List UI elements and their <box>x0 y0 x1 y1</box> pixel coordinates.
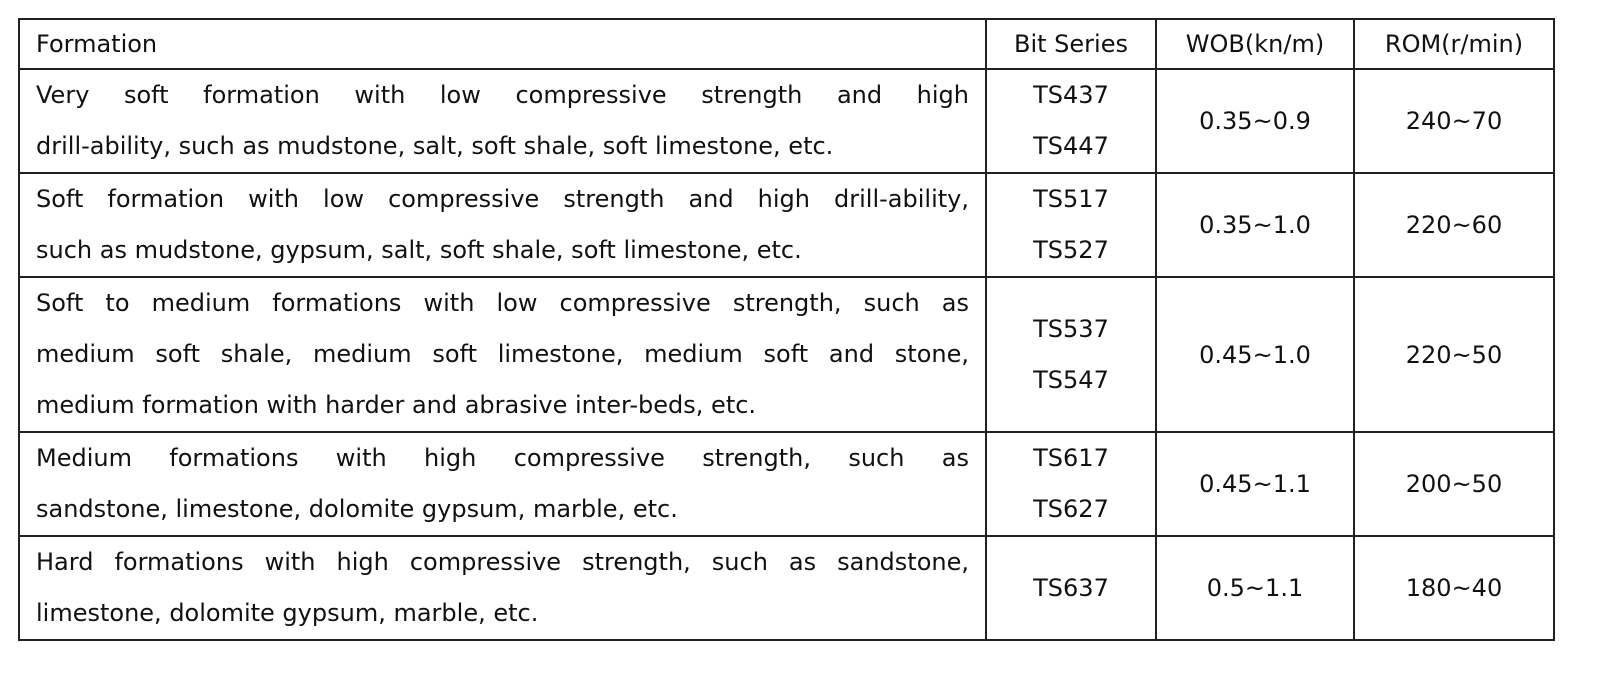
formation-cell: Very soft formation with low compressive… <box>18 68 987 174</box>
formation-line: Soft formation with low compressive stre… <box>36 185 969 213</box>
wob-cell: 0.5~1.1 <box>1155 535 1355 641</box>
formation-line: Very soft formation with low compressive… <box>36 81 969 109</box>
rom-cell: 200~50 <box>1353 431 1555 537</box>
header-cell: WOB(kn/m) <box>1155 18 1355 70</box>
bit-series: TS537 <box>1033 314 1109 343</box>
bit-series: TS627 <box>1033 495 1109 523</box>
formation-cell: Medium formations with high compressive … <box>18 431 987 537</box>
wob-cell: 0.35~0.9 <box>1155 68 1355 174</box>
table-row: Soft formation with low compressive stre… <box>18 172 1555 278</box>
header-cell: Formation <box>18 18 987 70</box>
spec-table: Formation Bit Series WOB(kn/m) ROM(r/min… <box>18 18 1555 641</box>
bit-series-cell: TS637 <box>985 535 1157 641</box>
table-row: Soft to medium formations with low compr… <box>18 276 1555 433</box>
bit-series: TS447 <box>1033 132 1109 160</box>
rom-cell: 240~70 <box>1353 68 1555 174</box>
bit-series-cell: TS517 TS527 <box>985 172 1157 278</box>
formation-line: Hard formations with high compressive st… <box>36 548 969 576</box>
header-row: Formation Bit Series WOB(kn/m) ROM(r/min… <box>18 18 1555 70</box>
table-row: Medium formations with high compressive … <box>18 431 1555 537</box>
formation-line: drill-ability, such as mudstone, salt, s… <box>36 132 834 160</box>
formation-cell: Soft formation with low compressive stre… <box>18 172 987 278</box>
formation-line: medium soft shale, medium soft limestone… <box>36 340 969 368</box>
table-row: Hard formations with high compressive st… <box>18 535 1555 641</box>
bit-series: TS617 <box>1033 444 1109 472</box>
bit-series: TS517 <box>1033 185 1109 213</box>
rom-cell: 220~60 <box>1353 172 1555 278</box>
formation-cell: Soft to medium formations with low compr… <box>18 276 987 433</box>
bit-series: TS437 <box>1033 81 1109 109</box>
bit-series: TS547 <box>1033 365 1109 394</box>
wob-cell: 0.35~1.0 <box>1155 172 1355 278</box>
bit-series: TS637 <box>1033 573 1109 602</box>
formation-line: Soft to medium formations with low compr… <box>36 289 969 317</box>
formation-cell: Hard formations with high compressive st… <box>18 535 987 641</box>
header-cell: Bit Series <box>985 18 1157 70</box>
formation-line: medium formation with harder and abrasiv… <box>36 391 757 419</box>
wob-cell: 0.45~1.0 <box>1155 276 1355 433</box>
formation-line: Medium formations with high compressive … <box>36 444 969 472</box>
bit-series-cell: TS437 TS447 <box>985 68 1157 174</box>
bit-series-cell: TS617 TS627 <box>985 431 1157 537</box>
formation-line: such as mudstone, gypsum, salt, soft sha… <box>36 236 802 264</box>
header-cell: ROM(r/min) <box>1353 18 1555 70</box>
table-row: Very soft formation with low compressive… <box>18 68 1555 174</box>
formation-line: limestone, dolomite gypsum, marble, etc. <box>36 599 539 627</box>
bit-series: TS527 <box>1033 236 1109 264</box>
rom-cell: 180~40 <box>1353 535 1555 641</box>
rom-cell: 220~50 <box>1353 276 1555 433</box>
wob-cell: 0.45~1.1 <box>1155 431 1355 537</box>
formation-line: sandstone, limestone, dolomite gypsum, m… <box>36 495 678 523</box>
bit-series-cell: TS537 TS547 <box>985 276 1157 433</box>
